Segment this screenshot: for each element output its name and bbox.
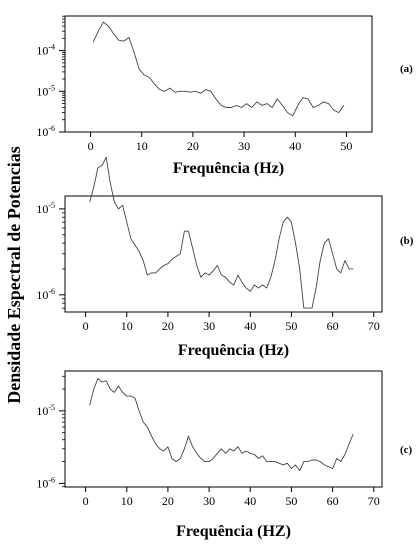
x-tick-label: 30 <box>203 319 215 333</box>
x-tick-label: 70 <box>368 319 380 333</box>
x-tick-label: 30 <box>203 494 215 508</box>
y-tick-exponent: -4 <box>48 43 55 52</box>
y-tick-base: 10 <box>36 202 48 216</box>
y-tick-label: 10-5 <box>36 403 55 418</box>
x-axis-label: Frequência (HZ) <box>176 523 291 540</box>
y-tick-label: 10-6 <box>36 475 55 490</box>
x-tick-label: 40 <box>244 319 256 333</box>
x-tick-label: 70 <box>368 494 380 508</box>
y-tick-base: 10 <box>36 125 48 139</box>
y-tick-base: 10 <box>36 476 48 490</box>
x-tick-label: 50 <box>340 139 352 153</box>
panel-label: (b) <box>400 235 414 247</box>
y-tick-base: 10 <box>36 44 48 58</box>
x-tick-label: 30 <box>238 139 250 153</box>
y-tick-label: 10-5 <box>36 83 55 98</box>
x-axis-label: Frequência (Hz) <box>178 342 289 359</box>
x-tick-label: 20 <box>162 494 174 508</box>
figure-y-axis-label: Densidade Espectral de Potencias <box>4 146 24 403</box>
y-tick-exponent: -6 <box>48 475 55 484</box>
series-line-1 <box>89 378 354 472</box>
x-tick-label: 10 <box>136 139 148 153</box>
y-tick-base: 10 <box>36 288 48 302</box>
y-tick-exponent: -5 <box>48 403 55 412</box>
y-tick-label: 10-5 <box>36 201 55 216</box>
y-tick-exponent: -6 <box>48 124 55 133</box>
x-tick-label: 10 <box>121 319 133 333</box>
x-tick-label: 50 <box>285 319 297 333</box>
x-tick-label: 60 <box>327 319 339 333</box>
x-tick-label: 20 <box>162 319 174 333</box>
plot-frame <box>64 15 373 133</box>
x-tick-label: 10 <box>121 494 133 508</box>
x-tick-label: 0 <box>83 494 89 508</box>
x-axis-label: Frequência (Hz) <box>173 160 284 177</box>
x-tick-label: 50 <box>285 494 297 508</box>
panel-label: (c) <box>400 444 413 456</box>
y-tick-base: 10 <box>36 84 48 98</box>
y-tick-label: 10-6 <box>36 124 55 139</box>
series-line-1 <box>89 156 354 309</box>
y-tick-exponent: -5 <box>48 201 55 210</box>
y-tick-base: 10 <box>36 404 48 418</box>
x-tick-label: 40 <box>244 494 256 508</box>
panel-label: (a) <box>400 63 413 75</box>
series-line-1 <box>92 21 345 117</box>
x-tick-label: 20 <box>187 139 199 153</box>
y-tick-exponent: -6 <box>48 287 55 296</box>
plot-frame <box>64 370 383 488</box>
x-tick-label: 40 <box>289 139 301 153</box>
y-tick-exponent: -5 <box>48 83 55 92</box>
x-tick-label: 0 <box>83 319 89 333</box>
y-tick-label: 10-6 <box>36 287 55 302</box>
plot-frame <box>64 195 383 313</box>
x-tick-label: 0 <box>88 139 94 153</box>
y-tick-label: 10-4 <box>36 43 55 58</box>
x-tick-label: 60 <box>327 494 339 508</box>
